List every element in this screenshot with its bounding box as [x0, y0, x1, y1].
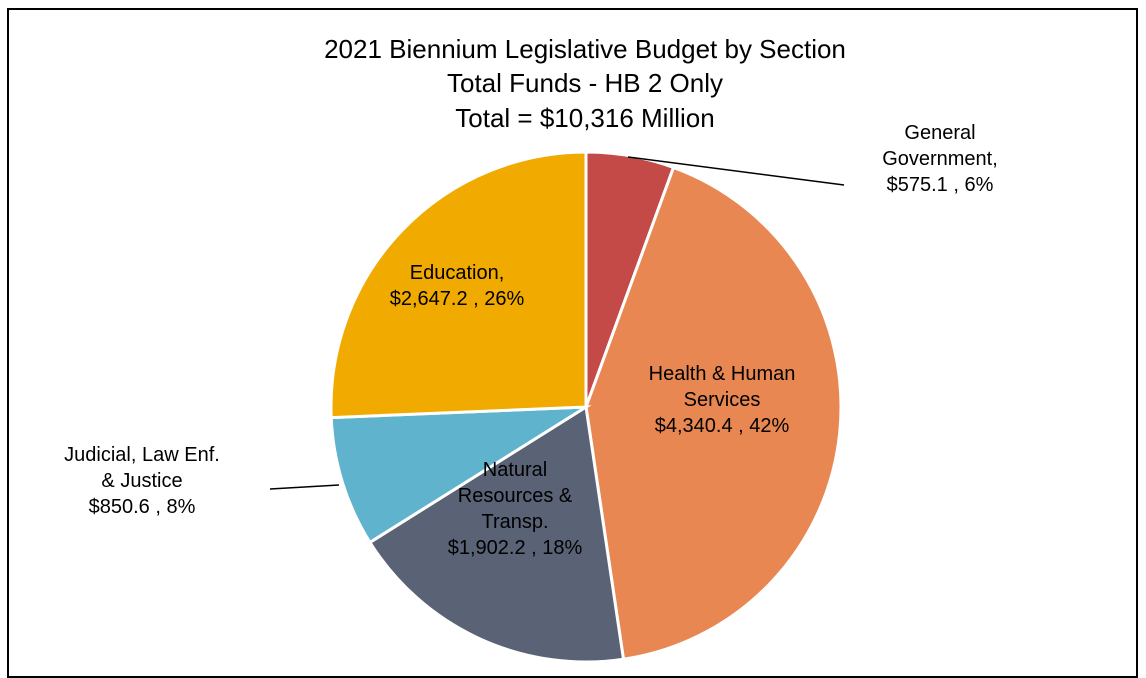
- slice-label-line: Resources &: [458, 485, 573, 507]
- slice-label-line: Education,: [410, 262, 505, 284]
- slice-label-line: Services: [684, 389, 761, 411]
- slice-label-natural-resources-transp: Natural Resources & Transp. $1,902.2 , 18%: [448, 459, 583, 559]
- pie-slices: [329, 150, 843, 664]
- slice-label-line: $1,902.2 , 18%: [448, 537, 583, 559]
- slice-label-health-human-services: Health & Human Services $4,340.4 , 42%: [649, 363, 796, 437]
- pie-slice-education: [329, 150, 588, 420]
- pie-slice-natural-resources-transp: [367, 404, 626, 664]
- slice-label-line: $850.6 , 8%: [89, 496, 196, 518]
- slice-label-line: $2,647.2 , 26%: [390, 288, 525, 310]
- pie-slice-health-human-services: [584, 165, 843, 661]
- pie-slice-judicial-law-enf-justice: [329, 405, 592, 545]
- leader-lines: [269, 156, 845, 490]
- slice-label-line: General: [904, 122, 975, 144]
- slice-label-judicial-law-enf-justice: Judicial, Law Enf. & Justice $850.6 , 8%: [64, 444, 220, 518]
- chart-title-line-3: Total = $10,316 Million: [455, 103, 714, 133]
- slice-label-line: & Justice: [101, 470, 182, 492]
- leader-line: [269, 484, 340, 490]
- chart-title-line-1: 2021 Biennium Legislative Budget by Sect…: [324, 34, 846, 64]
- slice-label-line: Health & Human: [649, 363, 796, 385]
- slice-label-line: $575.1 , 6%: [887, 174, 994, 196]
- slice-labels: General Government, $575.1 , 6% Health & Hu…: [64, 122, 998, 559]
- slice-label-general-government: General Government, $575.1 , 6%: [882, 122, 998, 196]
- leader-line: [627, 156, 845, 186]
- chart-title: 2021 Biennium Legislative Budget by Sect…: [324, 34, 846, 133]
- slice-label-line: Natural: [483, 459, 547, 481]
- slice-label-education: Education, $2,647.2 , 26%: [390, 262, 525, 310]
- slice-label-line: $4,340.4 , 42%: [655, 415, 790, 437]
- slice-label-line: Judicial, Law Enf.: [64, 444, 220, 466]
- slice-label-line: Government,: [882, 148, 998, 170]
- chart-title-line-2: Total Funds - HB 2 Only: [447, 68, 723, 98]
- slice-label-line: Transp.: [481, 511, 548, 533]
